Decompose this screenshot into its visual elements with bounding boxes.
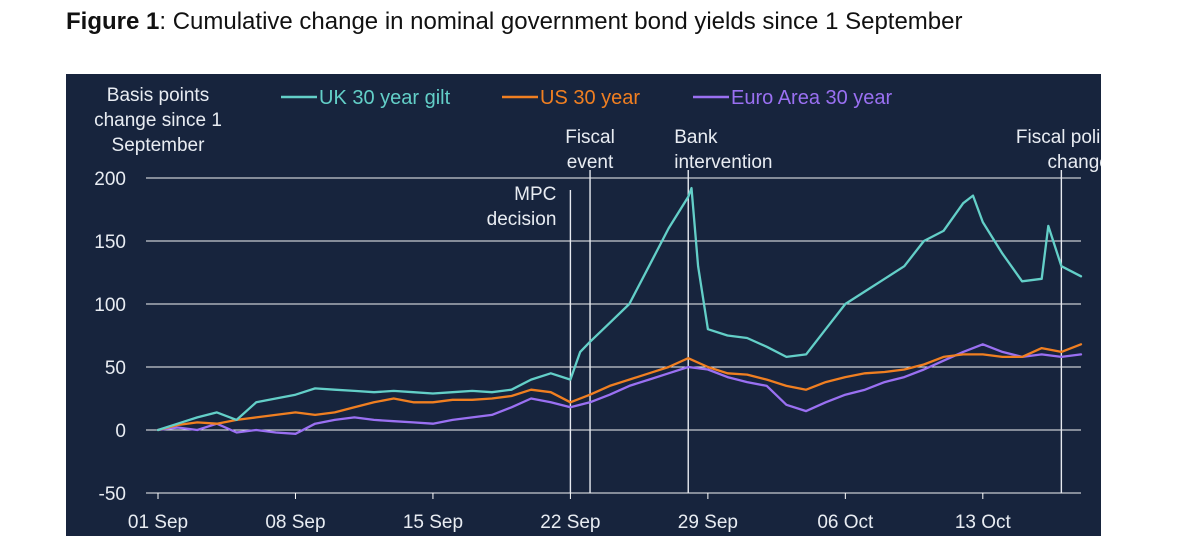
x-tick-label: 06 Oct [817,512,874,533]
y-tick-label: 150 [94,232,126,253]
event-annotation-line: event [567,152,614,173]
chart-panel: -50 0 50 100 150 200 Basis points change since … [66,74,1101,536]
y-axis-label: Basis points change since 1 September [94,85,222,156]
y-axis-label-line: Basis points [107,85,209,106]
figure-title-text: : Cumulative change in nominal governmen… [159,8,963,35]
legend-label: Euro Area 30 year [731,87,893,109]
series-line-1 [156,343,1083,432]
event-annotation-line: Fiscal policy [1016,127,1101,148]
x-tick-label: 22 Sep [540,512,600,533]
x-tick-label: 08 Sep [265,512,325,533]
event-annotation-line: Fiscal [565,127,615,148]
y-tick-label: 200 [94,169,126,190]
series-line-2 [156,343,1083,435]
y-tick-label: 100 [94,295,126,316]
legend-label: US 30 year [540,87,640,109]
line-chart: -50 0 50 100 150 200 Basis points change since … [66,74,1101,536]
x-tick-label: 15 Sep [403,512,463,533]
x-tick-label: 01 Sep [128,512,188,533]
chart-background [66,74,1101,536]
event-annotation: Bank intervention [674,127,772,173]
event-annotation-line: decision [487,209,557,230]
event-annotation-line: MPC [514,184,556,205]
y-tick-label: 50 [105,358,126,379]
figure-label: Figure 1 [66,8,160,35]
event-annotation-line: Bank [674,127,718,148]
series-line-0 [156,186,1083,432]
y-axis-label-line: change since 1 [94,110,222,131]
y-axis-label-line: September [112,135,206,156]
y-tick-label: -50 [99,484,126,505]
x-tick-label: 13 Oct [955,512,1012,533]
event-annotation: Fiscal event [565,127,615,173]
legend-label: UK 30 year gilt [319,87,451,109]
figure-title: Figure 1: Cumulative change in nominal g… [66,8,962,36]
event-annotation: MPC decision [487,184,557,230]
x-tick-label: 29 Sep [678,512,738,533]
event-annotation-line: intervention [674,152,772,173]
y-tick-label: 0 [115,421,126,442]
